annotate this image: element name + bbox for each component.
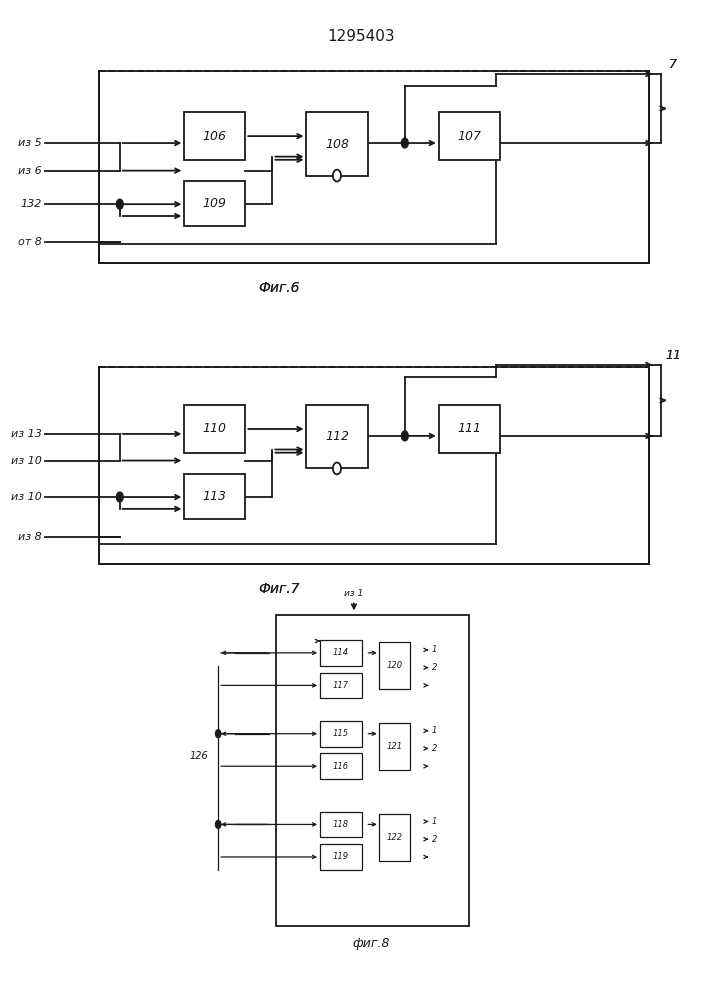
Circle shape [333,170,341,181]
Circle shape [402,431,408,441]
Text: 117: 117 [333,681,349,690]
Text: 113: 113 [203,490,227,503]
Circle shape [333,463,341,474]
Bar [439,112,500,160]
Bar [276,615,469,926]
Text: 11: 11 [665,349,681,362]
Text: от 8: от 8 [18,237,42,247]
Text: 1: 1 [432,726,438,735]
Text: 121: 121 [386,742,402,751]
Bar [379,723,409,770]
Bar [320,812,362,837]
Bar [185,181,245,226]
Text: 120: 120 [386,661,402,670]
Bar [185,474,245,519]
Bar [379,814,409,861]
Bar [320,844,362,870]
Text: 1295403: 1295403 [327,29,395,44]
Text: 115: 115 [333,729,349,738]
Bar [306,405,368,468]
Bar [100,71,649,263]
Text: Фиг.7: Фиг.7 [259,582,300,596]
Text: 107: 107 [457,130,481,143]
Text: 7: 7 [669,58,677,71]
Text: 1: 1 [432,645,438,654]
Text: из 5: из 5 [18,138,42,148]
Text: 2: 2 [432,835,438,844]
Text: 119: 119 [333,852,349,861]
Text: из 8: из 8 [18,532,42,542]
Text: из 10: из 10 [11,492,42,502]
Text: 2: 2 [432,663,438,672]
Text: 118: 118 [333,820,349,829]
Text: 110: 110 [203,422,227,435]
Circle shape [216,730,221,738]
Text: 11: 11 [665,349,681,362]
Circle shape [117,492,123,502]
Bar [306,112,368,176]
Bar [320,640,362,666]
Text: 111: 111 [457,422,481,435]
Circle shape [117,199,123,209]
Text: из 13: из 13 [11,429,42,439]
Text: 7: 7 [669,58,677,71]
Text: 1: 1 [432,817,438,826]
Text: 109: 109 [203,197,227,210]
Text: 106: 106 [203,130,227,143]
Text: 108: 108 [325,138,349,151]
Bar [100,367,649,564]
Text: 132: 132 [21,199,42,209]
Text: 122: 122 [386,833,402,842]
Bar [185,112,245,160]
Bar [185,405,245,453]
Text: фиг.8: фиг.8 [352,937,390,950]
Text: 116: 116 [333,762,349,771]
Bar [320,753,362,779]
Bar [320,721,362,747]
Text: 112: 112 [325,430,349,443]
Circle shape [402,138,408,148]
Text: из 10: из 10 [11,456,42,466]
Bar [379,642,409,689]
Bar [439,405,500,453]
Text: Фиг.6: Фиг.6 [259,281,300,295]
Text: из 1: из 1 [344,589,363,598]
Bar [320,673,362,698]
Text: Фиг.7: Фиг.7 [259,582,300,596]
Circle shape [216,820,221,828]
Text: Фиг.6: Фиг.6 [259,281,300,295]
Text: 126: 126 [189,751,208,761]
Text: 2: 2 [432,744,438,753]
Text: из 6: из 6 [18,166,42,176]
Text: 114: 114 [333,648,349,657]
